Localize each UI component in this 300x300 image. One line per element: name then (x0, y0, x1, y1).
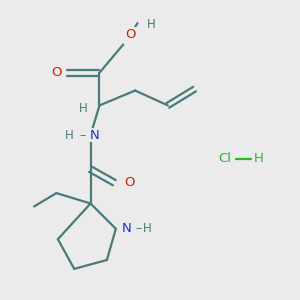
Text: Cl: Cl (218, 152, 231, 165)
Text: H: H (79, 102, 88, 115)
Text: H: H (65, 129, 74, 142)
Text: O: O (125, 28, 136, 40)
Text: N: N (90, 129, 100, 142)
Text: O: O (51, 66, 62, 79)
Text: –: – (79, 129, 85, 142)
Text: –: – (136, 222, 142, 235)
Text: H: H (143, 222, 152, 235)
Text: N: N (122, 222, 131, 235)
Text: H: H (254, 152, 263, 165)
Text: O: O (124, 176, 134, 189)
Text: H: H (147, 18, 156, 31)
